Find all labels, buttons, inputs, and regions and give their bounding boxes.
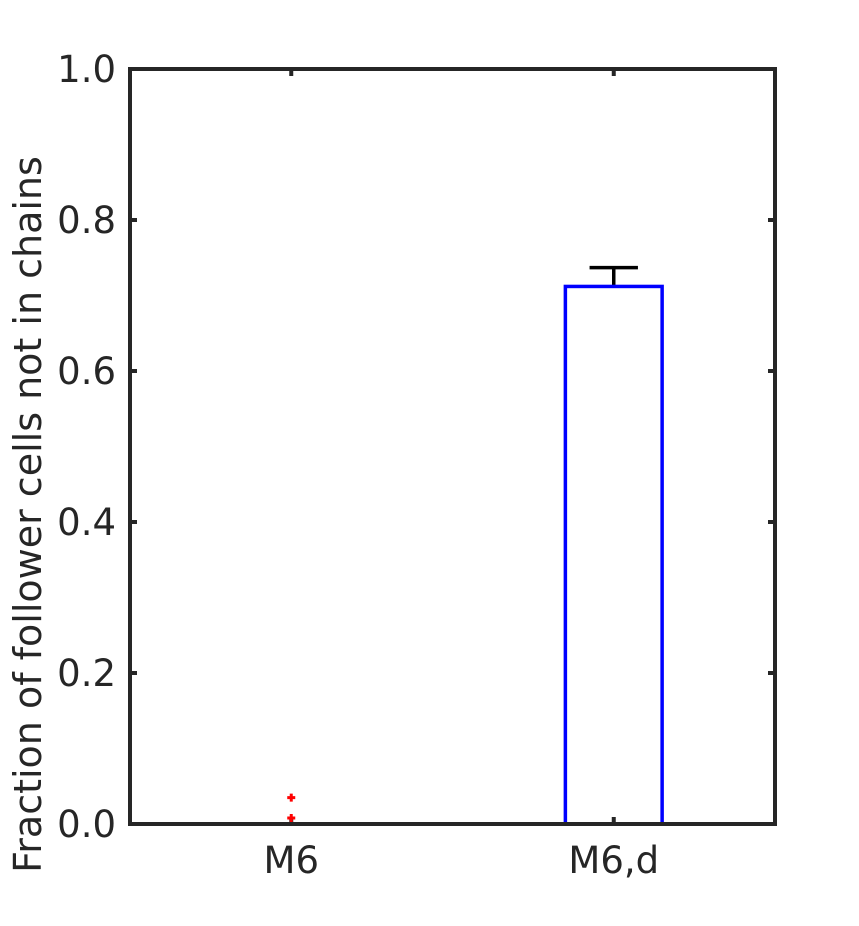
x-axis-ticks: M6 M6,d — [264, 69, 659, 882]
y-axis-ticks: 0.0 0.2 0.4 0.6 0.8 1.0 — [57, 48, 775, 846]
y-tick-label: 0.2 — [57, 652, 116, 695]
box-plot-series — [242, 265, 664, 826]
y-tick-label: 0.6 — [57, 350, 116, 393]
x-tick-label: M6 — [264, 839, 319, 882]
y-tick-label: 0.0 — [57, 803, 116, 846]
plot-area-frame — [128, 67, 777, 826]
outlier-point — [287, 793, 296, 802]
outlier-point — [287, 813, 296, 822]
box-2 — [563, 265, 664, 826]
y-axis-title: Fraction of follower cells not in chains — [6, 156, 50, 873]
x-tick-label: M6,d — [568, 839, 659, 882]
box-body — [563, 284, 664, 826]
y-tick-label: 1.0 — [57, 48, 116, 91]
y-tick-label: 0.8 — [57, 199, 116, 242]
y-tick-label: 0.4 — [57, 501, 116, 544]
box-1 — [242, 793, 340, 826]
